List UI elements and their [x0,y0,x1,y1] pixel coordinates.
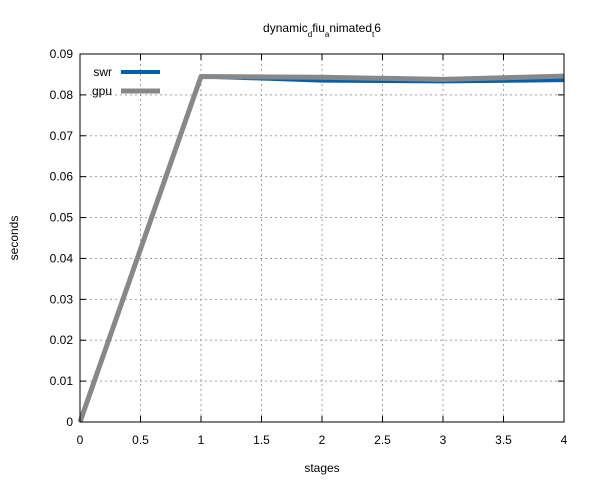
x-tick-label: 0.5 [132,433,149,447]
chart-title: dynamicdfiuanimatedt6 [263,21,381,39]
x-tick-label: 0 [77,433,84,447]
legend-label-gpu: gpu [92,84,112,98]
ticks [79,53,565,423]
x-tick-label: 2.5 [374,433,391,447]
legend-label-swr: swr [93,65,112,79]
y-tick-label: 0.08 [50,88,74,102]
grid [80,54,564,422]
title-part: dynamic [263,21,308,35]
y-tick-label: 0.07 [50,129,74,143]
y-tick-label: 0.01 [50,374,74,388]
title-part: d [308,30,312,39]
y-axis-label: seconds [7,216,21,261]
x-tick-label: 1.5 [253,433,270,447]
title-part: 6 [374,21,381,35]
x-tick-label: 3.5 [495,433,512,447]
x-tick-label: 1 [198,433,205,447]
y-tick-label: 0.02 [50,333,74,347]
series-line-gpu [77,73,565,423]
title-part: a [325,30,330,39]
title-part: t [372,30,375,39]
y-tick-label: 0.04 [50,251,74,265]
tick-labels: 0 0.5 1 1.5 2 2.5 3 3.5 4 0 0.01 0.02 0.03 0.04 0.05 0.… [50,47,568,447]
legend: swr gpu [92,65,160,98]
title-part: fiu [312,21,325,35]
x-tick-label: 3 [440,433,447,447]
y-tick-label: 0.05 [50,211,74,225]
y-tick-label: 0 [66,415,73,429]
x-tick-label: 4 [561,433,568,447]
title-part: nimated [329,21,372,35]
x-axis-label: stages [304,461,339,475]
y-tick-label: 0.03 [50,292,74,306]
x-tick-label: 2 [319,433,326,447]
series-group [77,73,565,423]
y-tick-label: 0.09 [50,47,74,61]
y-tick-label: 0.06 [50,170,74,184]
